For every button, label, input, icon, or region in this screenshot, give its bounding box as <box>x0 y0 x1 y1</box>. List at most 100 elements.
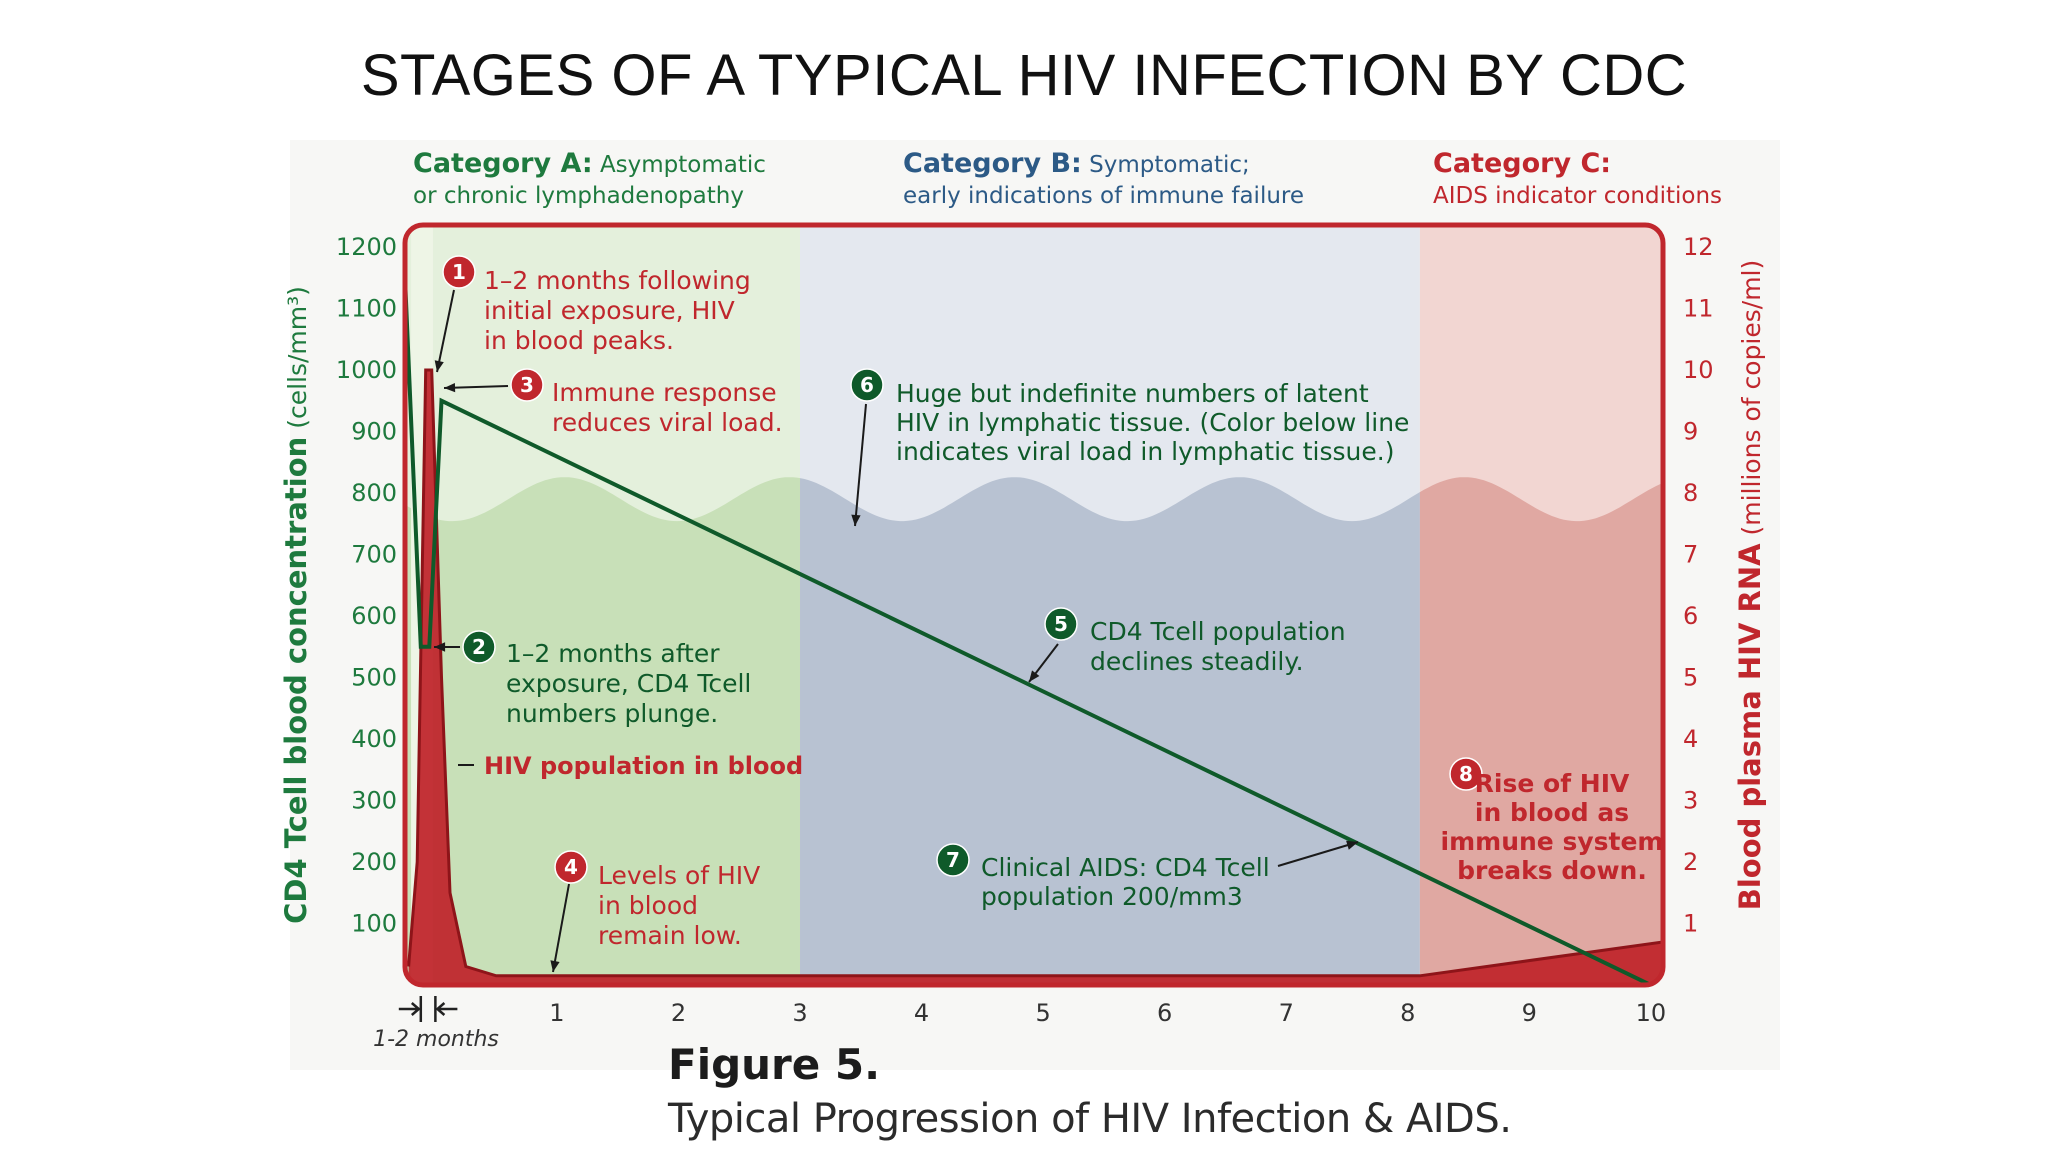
y-right-tick-label: 3 <box>1683 787 1698 815</box>
y-left-tick-label: 600 <box>351 602 397 630</box>
arrow-right-in <box>398 1002 421 1016</box>
annotation-number: 5 <box>1054 612 1068 636</box>
y-right-tick-label: 2 <box>1683 848 1698 876</box>
y-right-tick-label: 7 <box>1683 541 1698 569</box>
category-heading-line1: Category A: Asymptomatic <box>413 148 766 179</box>
x-tick-label: 7 <box>1279 999 1294 1027</box>
x-tick-label: 10 <box>1636 999 1667 1027</box>
y-left-tick-label: 300 <box>351 787 397 815</box>
x-tick-label: 3 <box>792 999 807 1027</box>
annotation-text: indicates viral load in lymphatic tissue… <box>896 437 1394 466</box>
y-left-tick-label: 200 <box>351 848 397 876</box>
annotation-arrowhead <box>851 514 861 526</box>
x-tick-label: 2 <box>671 999 686 1027</box>
y-right-axis-label: Blood plasma HIV RNA (millions of copies… <box>1733 260 1767 911</box>
annotation-text: in blood <box>598 891 698 920</box>
y-left-tick-label: 100 <box>351 910 397 938</box>
annotation-arrow <box>552 883 570 973</box>
category-description-line2: early indications of immune failure <box>903 183 1304 209</box>
y-right-tick-label: 9 <box>1683 418 1698 446</box>
annotation-arrowhead <box>1346 840 1358 850</box>
annotation-arrowhead <box>444 383 456 393</box>
x-tick-label: 6 <box>1157 999 1172 1027</box>
category-heading-1: Category A: Asymptomatic or chronic lymph… <box>413 148 766 209</box>
annotation-badge <box>554 850 588 884</box>
x-tick-label: 5 <box>1035 999 1050 1027</box>
annotation-arrowhead <box>550 960 560 972</box>
y-right-tick-label: 11 <box>1683 295 1714 323</box>
slide-title: STAGES OF A TYPICAL HIV INFECTION BY CDC <box>360 43 1688 108</box>
annotation-text: in blood peaks. <box>484 326 674 355</box>
annotation-number: 1 <box>452 260 466 284</box>
y-right-tick-label: 6 <box>1683 602 1698 630</box>
y-left-tick-label: 1000 <box>336 356 397 384</box>
y-left-axis-label: CD4 Tcell blood concentration (cells/mm³… <box>279 286 313 924</box>
annotation-badge <box>850 368 884 402</box>
annotation-text: initial exposure, HIV <box>484 296 735 325</box>
annotation-badge <box>1044 607 1078 641</box>
cd4-tcell-line <box>405 277 1652 985</box>
annotation-text: Huge but indefinite numbers of latent <box>896 379 1369 408</box>
annotation-text: remain low. <box>598 921 742 950</box>
lymph-tissue-area-3 <box>1419 477 1663 985</box>
annotation-text: Levels of HIV <box>598 861 760 890</box>
category-heading-line1: Category B: Symptomatic; <box>903 148 1250 179</box>
category-name: Category A: <box>413 148 593 179</box>
figure-caption: Figure 5. <box>668 1040 881 1089</box>
annotation-text: Clinical AIDS: CD4 Tcell <box>981 853 1270 882</box>
annotation-arrowhead <box>434 642 446 652</box>
x-tick-label: 9 <box>1522 999 1537 1027</box>
category-description-line2: or chronic lymphadenopathy <box>413 183 744 209</box>
annotation-text: 1–2 months after <box>506 639 720 668</box>
figure-subcaption: Typical Progression of HIV Infection & A… <box>668 1096 1512 1142</box>
annotation-text: Rise of HIV <box>1475 769 1630 798</box>
annotation-text: declines steadily. <box>1090 647 1304 676</box>
annotation-text: CD4 Tcell population <box>1090 617 1346 646</box>
annotation-6: 6 Huge but indefinite numbers of latentHI… <box>850 368 1409 527</box>
one-two-months-marker: 1-2 months <box>373 996 499 1052</box>
category-name: Category B: <box>903 148 1082 179</box>
y-left-tick-label: 500 <box>351 664 397 692</box>
annotation-arrow <box>436 289 455 373</box>
y-left-tick-label: 400 <box>351 725 397 753</box>
x-tick-label: 4 <box>914 999 929 1027</box>
x-tick-label: 1 <box>549 999 564 1027</box>
category-name: Category C: <box>1433 148 1611 179</box>
annotation-number: 4 <box>564 855 578 879</box>
annotation-arrow <box>854 403 867 527</box>
annotation-text: Immune response <box>552 378 777 407</box>
annotation-number: 3 <box>520 373 534 397</box>
y-right-tick-label: 12 <box>1683 233 1714 261</box>
y-left-tick-label: 900 <box>351 418 397 446</box>
lymph-tissue-area-1 <box>405 477 801 985</box>
annotation-text: 1–2 months following <box>484 266 751 295</box>
y-left-tick-label: 1200 <box>336 233 397 261</box>
annotation-badge <box>1449 757 1483 791</box>
annotation-text: HIV in lymphatic tissue. (Color below li… <box>896 408 1409 437</box>
annotation-badge <box>442 255 476 289</box>
annotation-number: 6 <box>860 373 874 397</box>
category-heading-3: Category C: AIDS indicator conditions <box>1433 148 1722 209</box>
annotation-text: exposure, CD4 Tcell <box>506 669 751 698</box>
category-description: Symptomatic; <box>1082 152 1250 178</box>
category-description: Asymptomatic <box>593 152 766 178</box>
x-axis-label: 1-2 months <box>373 1027 499 1052</box>
hiv-series-label: HIV population in blood <box>458 752 803 780</box>
x-tick-label: 8 <box>1400 999 1415 1027</box>
annotation-number: 7 <box>946 848 960 872</box>
y-right-tick-label: 10 <box>1683 356 1714 384</box>
annotation-badge <box>462 630 496 664</box>
y-right-tick-label: 8 <box>1683 479 1698 507</box>
y-left-tick-label: 1100 <box>336 295 397 323</box>
annotation-arrowhead <box>434 360 444 372</box>
y-left-tick-label: 800 <box>351 479 397 507</box>
annotation-text: reduces viral load. <box>552 408 783 437</box>
